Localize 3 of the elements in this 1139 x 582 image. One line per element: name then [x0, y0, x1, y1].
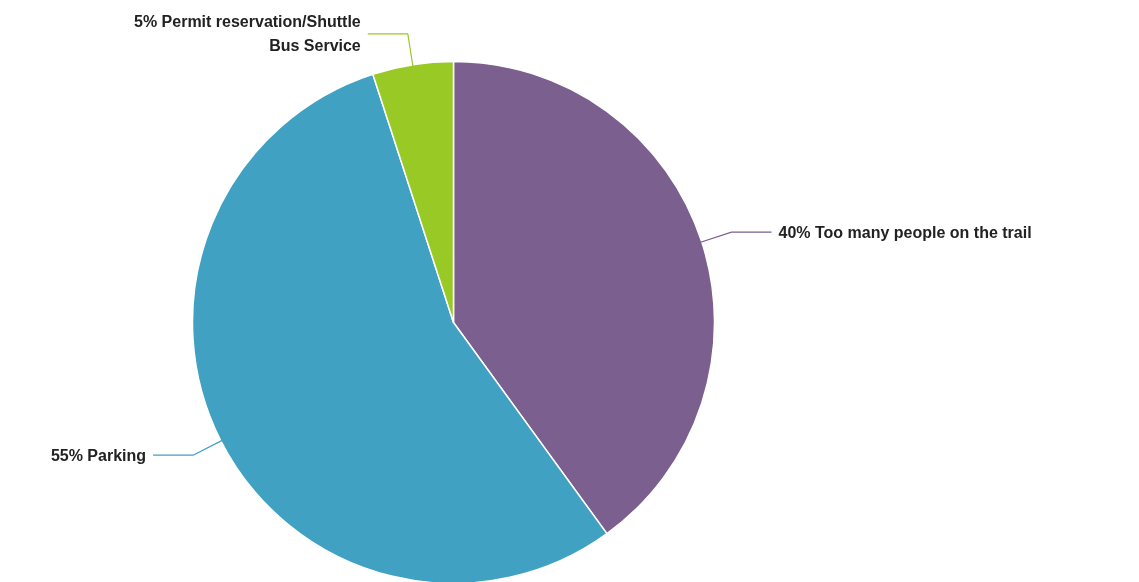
slice-label: 5% Permit reservation/Shuttle Bus Service [134, 13, 361, 55]
slice-label: 40% Too many people on the trail [778, 223, 1032, 241]
slice-label: 55% Parking [50, 446, 147, 464]
